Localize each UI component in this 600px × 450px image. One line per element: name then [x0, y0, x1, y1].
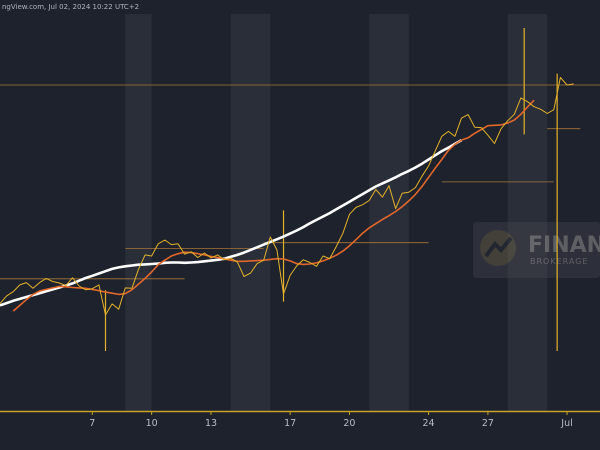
header-source-timestamp: ngView.com, Jul 02, 2024 10:22 UTC+2: [2, 3, 139, 11]
x-axis-ticks: 7 10 13 17 20 24 27 Jul: [89, 411, 573, 429]
session-shade: [369, 14, 409, 411]
x-tick-label: 7: [89, 418, 95, 429]
session-shade: [230, 14, 271, 411]
session-shade: [507, 14, 548, 411]
session-shade: [125, 14, 152, 411]
session-shading: [125, 14, 548, 411]
x-tick-label: 13: [205, 418, 217, 429]
x-tick-label: 17: [284, 418, 296, 429]
series-lines: [0, 76, 574, 316]
watermark-logo-mark: [484, 236, 513, 258]
x-tick-label: Jul: [560, 418, 572, 429]
x-tick-label: 10: [146, 418, 158, 429]
x-tick-label: 20: [343, 418, 355, 429]
watermark-sub: BROKERAGE: [530, 257, 588, 266]
watermark-brand: FINAN: [528, 233, 600, 258]
price-spikes: [104, 28, 558, 351]
watermark-logo-icon: [480, 230, 516, 266]
watermark-plate: [473, 222, 600, 278]
x-tick-label: 27: [482, 418, 494, 429]
price-line: [0, 76, 574, 316]
x-tick-label: 24: [423, 418, 435, 429]
slow_ma-line: [0, 138, 463, 307]
horizontal-levels: [0, 84, 600, 280]
watermark: FINAN BROKERAGE: [473, 222, 600, 278]
